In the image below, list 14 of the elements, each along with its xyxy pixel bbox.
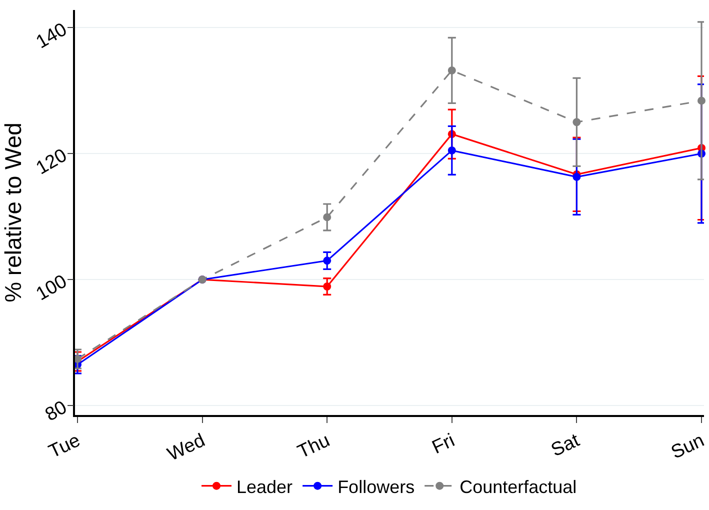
legend-label: Followers xyxy=(338,476,415,497)
legend-label: Counterfactual xyxy=(460,476,577,497)
y-tick-label: 80 xyxy=(42,397,71,426)
legend-label: Leader xyxy=(236,476,293,497)
y-tick-label: 100 xyxy=(32,271,71,306)
x-tick-label: Tue xyxy=(46,430,84,463)
x-tick-label: Fri xyxy=(429,430,458,459)
x-tick-label: Wed xyxy=(164,430,208,466)
x-tick-label: Thu xyxy=(294,430,334,464)
x-tick-label: Sat xyxy=(548,430,584,462)
y-tick-label: 140 xyxy=(32,19,71,54)
y-tick-label: 120 xyxy=(32,145,71,180)
x-tick-label: Sun xyxy=(668,430,708,464)
y-axis-title: % relative to Wed xyxy=(0,122,26,302)
